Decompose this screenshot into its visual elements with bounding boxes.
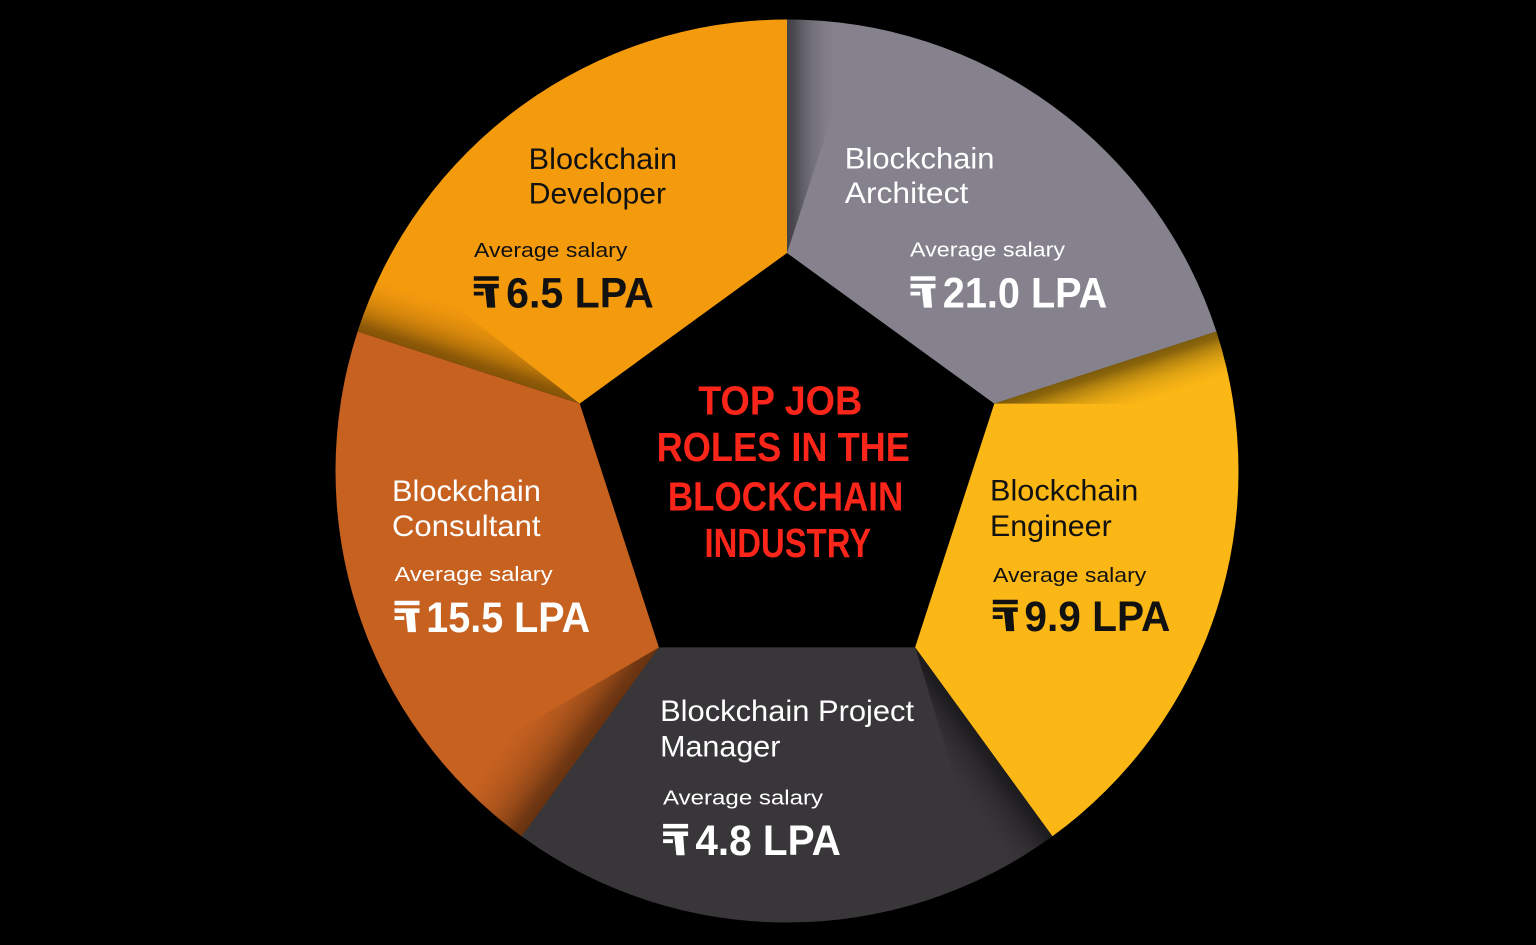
svg-text:Average salary: Average salary (910, 240, 1065, 262)
svg-text:15.5 LPA: 15.5 LPA (426, 594, 590, 642)
svg-text:Blockchain Project: Blockchain Project (660, 695, 915, 728)
svg-text:Consultant: Consultant (392, 510, 541, 543)
svg-text:Average salary: Average salary (993, 565, 1146, 587)
svg-text:Manager: Manager (660, 731, 780, 764)
svg-text:Blockchain: Blockchain (845, 143, 995, 176)
svg-text:6.5 LPA: 6.5 LPA (506, 270, 654, 318)
svg-text:BLOCKCHAIN: BLOCKCHAIN (668, 474, 904, 520)
svg-text:Blockchain: Blockchain (529, 143, 677, 176)
svg-text:21.0 LPA: 21.0 LPA (943, 270, 1108, 318)
svg-text:Average salary: Average salary (474, 240, 627, 262)
svg-text:Developer: Developer (529, 178, 666, 211)
svg-text:Blockchain: Blockchain (392, 475, 541, 508)
svg-text:ROLES IN THE: ROLES IN THE (657, 424, 910, 470)
svg-text:Average salary: Average salary (663, 788, 823, 810)
svg-text:Blockchain: Blockchain (990, 475, 1138, 508)
svg-text:Engineer: Engineer (990, 510, 1112, 543)
svg-text:4.8 LPA: 4.8 LPA (695, 817, 841, 865)
svg-text:TOP JOB: TOP JOB (698, 377, 862, 423)
svg-text:Average salary: Average salary (395, 564, 553, 586)
svg-text:9.9 LPA: 9.9 LPA (1024, 593, 1170, 641)
svg-text:Architect: Architect (845, 177, 969, 210)
svg-text:INDUSTRY: INDUSTRY (704, 520, 871, 566)
